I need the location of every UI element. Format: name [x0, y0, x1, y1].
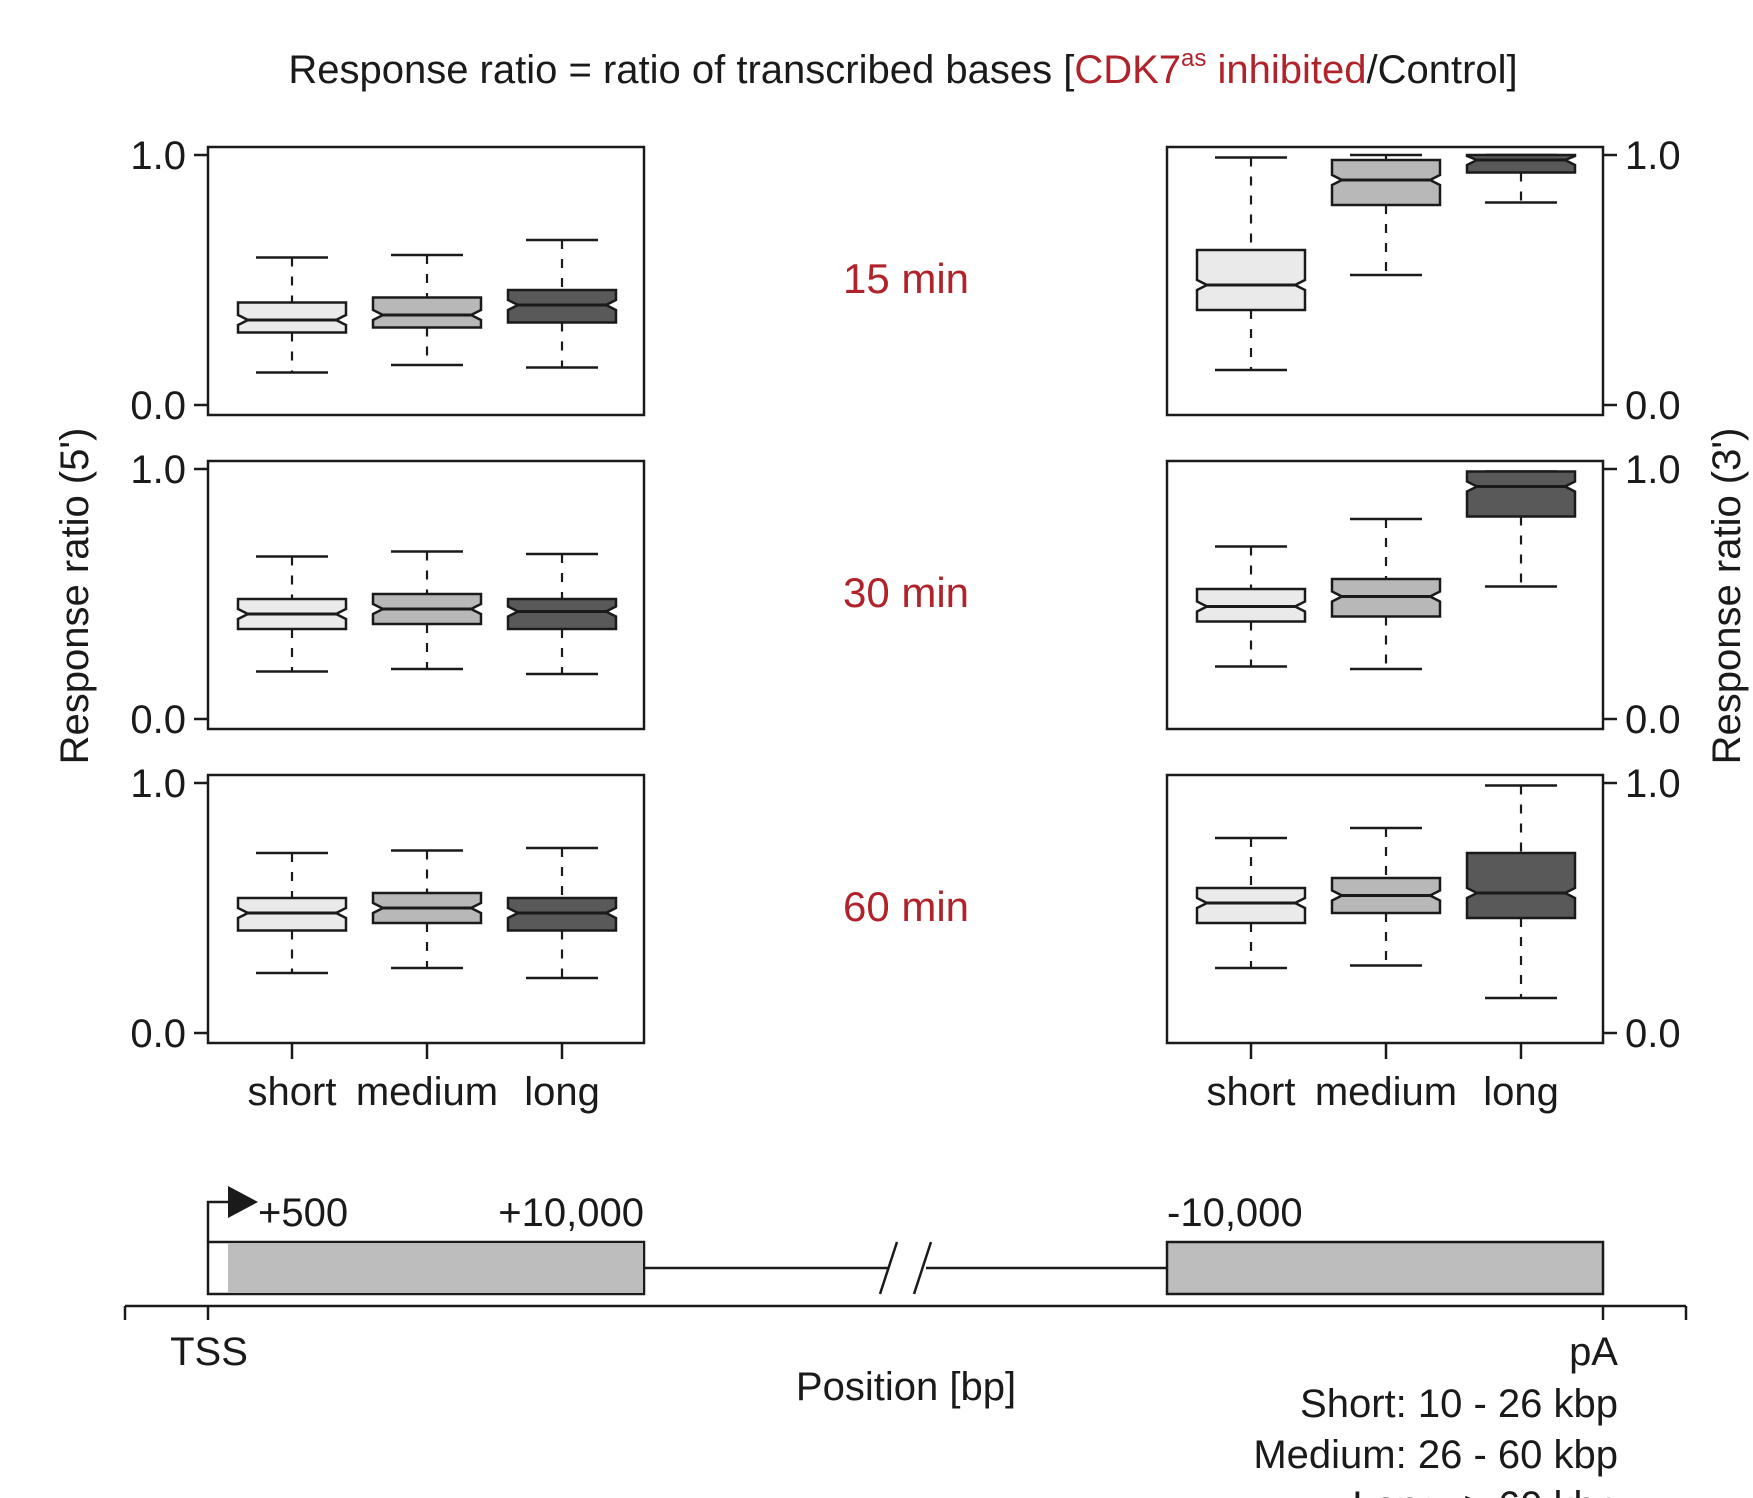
left-category-labels: short medium long: [248, 1070, 600, 1114]
legend-long: Long: > 60 kbp: [1352, 1484, 1618, 1498]
y-tick-label: 1.0: [1625, 134, 1681, 178]
box-short: [236, 256, 348, 374]
box-body: [1330, 158, 1442, 207]
pa-label: pA: [1569, 1330, 1618, 1374]
box-body: [506, 597, 618, 631]
legend-short: Short: 10 - 26 kbp: [1300, 1382, 1618, 1426]
length-legend: Short: 10 - 26 kbp Medium: 26 - 60 kbp L…: [1253, 1382, 1618, 1498]
timepoint-label-15min: 15 min: [843, 255, 969, 302]
box-body: [1465, 470, 1577, 518]
tss-label: TSS: [170, 1330, 248, 1374]
box-long: [1465, 470, 1577, 588]
y-tick-label: 0.0: [1625, 1012, 1681, 1056]
box-short: [1195, 545, 1307, 668]
chart-title: Response ratio = ratio of transcribed ba…: [288, 45, 1517, 92]
title-cdk7: CDK7: [1074, 48, 1181, 92]
break-mark-2: [912, 1241, 933, 1295]
category-label-medium: medium: [356, 1070, 498, 1114]
title-suffix: /Control]: [1367, 48, 1518, 92]
gene-diagram: +500 +10,000 -10,000 TSS pA Position [bp…: [123, 1186, 1688, 1409]
box-body: [1465, 851, 1577, 920]
box-short: [1195, 836, 1307, 970]
box-long: [506, 552, 618, 676]
break-mark-1: [878, 1241, 899, 1295]
boxplot-panel-3-prime-30min: 0.0 1.0: [1165, 448, 1681, 742]
box-long: [506, 238, 618, 369]
y-tick-label: 0.0: [130, 384, 186, 428]
box-body: [1195, 886, 1307, 925]
box-medium: [1330, 153, 1442, 277]
label-minus-10000: -10,000: [1167, 1191, 1303, 1235]
position-axis-label: Position [bp]: [796, 1365, 1016, 1409]
title-prefix: Response ratio = ratio of transcribed ba…: [288, 48, 1074, 92]
box-long: [506, 846, 618, 980]
category-label-long: long: [1483, 1070, 1559, 1114]
y-tick-label: 0.0: [130, 698, 186, 742]
box-long: [1465, 784, 1577, 1000]
boxplot-panel-5-prime-30min: 0.0 1.0: [130, 448, 646, 742]
category-label-short: short: [1207, 1070, 1296, 1114]
boxplot-panels: 0.0 1.0 0.0 1.0 0.0 1.0 0.0 1.0 0.0 1.0 0.0 1.0: [130, 134, 1681, 1059]
box-body: [371, 296, 483, 329]
box-medium: [371, 849, 483, 970]
y-tick-label: 1.0: [130, 134, 186, 178]
panel-frame: [1165, 459, 1605, 731]
gene-3prime-region: [1165, 1240, 1605, 1296]
tss-arrow-stem: [206, 1200, 228, 1242]
gene-5prime-shaded: [228, 1243, 643, 1293]
panel-frame: [206, 459, 646, 731]
boxplot-panel-3-prime-60min: 0.0 1.0: [1165, 762, 1681, 1059]
boxplot-panel-5-prime-15min: 0.0 1.0: [130, 134, 646, 428]
category-label-long: long: [524, 1070, 600, 1114]
y-tick-label: 1.0: [130, 448, 186, 492]
legend-medium: Medium: 26 - 60 kbp: [1253, 1433, 1618, 1477]
box-short: [236, 555, 348, 673]
panel-frame: [206, 145, 646, 417]
timepoint-label-30min: 30 min: [843, 569, 969, 616]
panel-frame: [1165, 145, 1605, 417]
y-tick-label: 0.0: [1625, 384, 1681, 428]
box-medium: [371, 550, 483, 671]
y-tick-label: 0.0: [1625, 698, 1681, 742]
box-long: [1465, 153, 1577, 204]
y-tick-label: 1.0: [1625, 762, 1681, 806]
tss-arrow-icon: [228, 1186, 258, 1218]
y-tick-label: 0.0: [130, 1012, 186, 1056]
box-short: [1195, 156, 1307, 372]
box-medium: [1330, 826, 1442, 967]
label-plus-10000: +10,000: [498, 1191, 644, 1235]
y-tick-label: 1.0: [1625, 448, 1681, 492]
box-body: [1195, 248, 1307, 312]
left-axis-label: Response ratio (5'): [53, 428, 97, 765]
y-tick-label: 1.0: [130, 762, 186, 806]
boxplot-panel-5-prime-60min: 0.0 1.0: [130, 762, 646, 1059]
timepoint-label-60min: 60 min: [843, 883, 969, 930]
box-short: [236, 851, 348, 975]
box-body: [236, 301, 348, 334]
category-label-medium: medium: [1315, 1070, 1457, 1114]
right-axis-label: Response ratio (3'): [1705, 428, 1749, 765]
box-medium: [1330, 517, 1442, 671]
label-plus-500: +500: [258, 1191, 348, 1235]
category-label-short: short: [248, 1070, 337, 1114]
right-category-labels: short medium long: [1207, 1070, 1559, 1114]
box-body: [1465, 153, 1577, 174]
boxplot-panel-3-prime-15min: 0.0 1.0: [1165, 134, 1681, 428]
title-superscript: as: [1181, 45, 1206, 72]
title-inhibited: inhibited: [1206, 48, 1366, 92]
box-medium: [371, 253, 483, 367]
